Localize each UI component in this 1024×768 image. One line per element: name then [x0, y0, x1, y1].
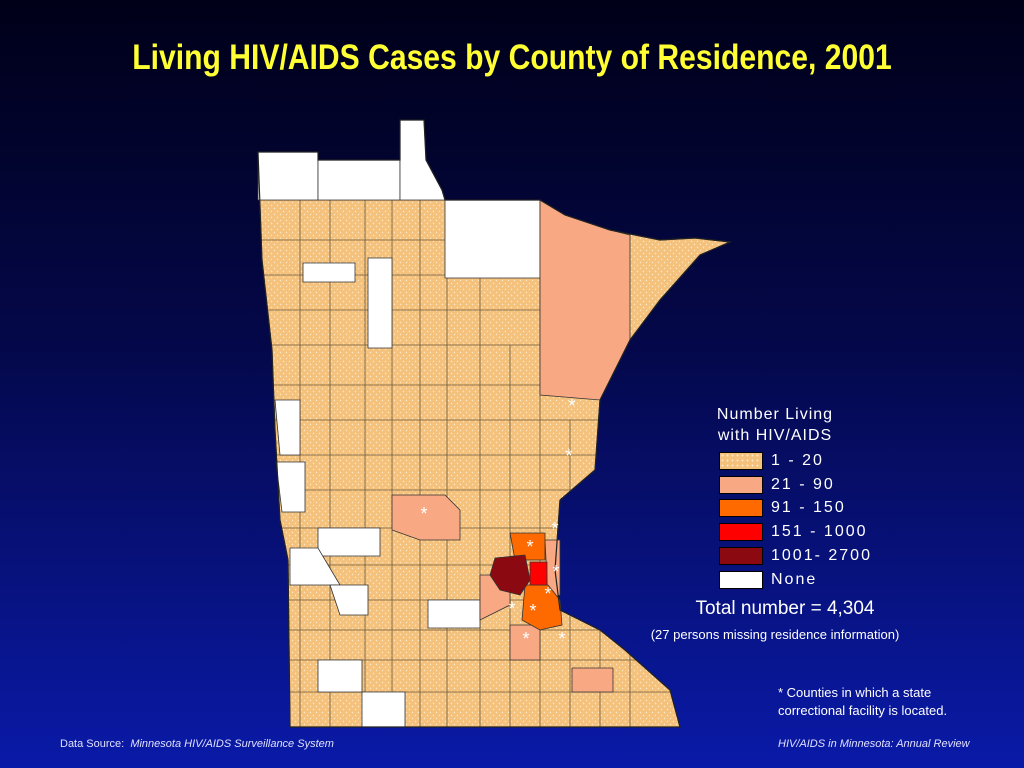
counties-91-150 — [509, 532, 563, 631]
facility-marker: * — [508, 599, 515, 619]
counties-21-90 — [391, 199, 631, 693]
legend-label: 1001- 2700 — [771, 547, 872, 564]
facility-marker: * — [529, 601, 536, 621]
counties-151-1000 — [529, 561, 548, 586]
state-border — [257, 119, 733, 728]
missing-note: (27 persons missing residence informatio… — [650, 627, 900, 642]
correctional-facility-markers: ******* ** ** — [420, 396, 575, 649]
facility-marker: * — [544, 584, 551, 604]
legend-label: 1 - 20 — [771, 452, 824, 469]
counties-1001-2700 — [489, 554, 531, 596]
data-source-value: Minnesota HIV/AIDS Surveillance System — [130, 738, 334, 750]
legend-swatch — [719, 571, 763, 589]
facility-marker: * — [551, 519, 558, 539]
legend-label: 91 - 150 — [771, 499, 846, 516]
footnote: * Counties in which a state correctional… — [778, 685, 948, 718]
counties-none — [257, 119, 541, 728]
legend-title-line1: Number Living — [716, 406, 834, 423]
legend-swatch — [719, 476, 763, 494]
legend-label: 151 - 1000 — [771, 523, 868, 540]
report-name: HIV/AIDS in Minnesota: Annual Review — [778, 738, 970, 750]
facility-marker: * — [526, 537, 533, 557]
legend-title-line2: with HIV/AIDS — [717, 427, 833, 444]
county-boundaries — [258, 152, 680, 727]
total-number: Total number = 4,304 — [695, 598, 875, 619]
facility-marker: * — [568, 396, 575, 416]
facility-marker: * — [420, 504, 427, 524]
map-title: Living HIV/AIDS Cases by County of Resid… — [132, 38, 892, 77]
facility-marker: * — [565, 446, 572, 466]
facility-marker: * — [552, 562, 559, 582]
facility-marker: * — [522, 629, 529, 649]
legend-swatch — [719, 547, 763, 565]
legend-label: 21 - 90 — [771, 476, 835, 493]
legend-swatch — [719, 523, 763, 541]
legend-swatch — [719, 452, 763, 470]
data-source-label: Data Source: — [60, 738, 125, 750]
legend-title: Number Living with HIV/AIDS — [700, 404, 850, 446]
legend-swatch — [719, 499, 763, 517]
legend-label: None — [771, 571, 818, 588]
data-source: Data Source: Minnesota HIV/AIDS Surveill… — [60, 738, 334, 750]
facility-marker: * — [558, 629, 565, 649]
